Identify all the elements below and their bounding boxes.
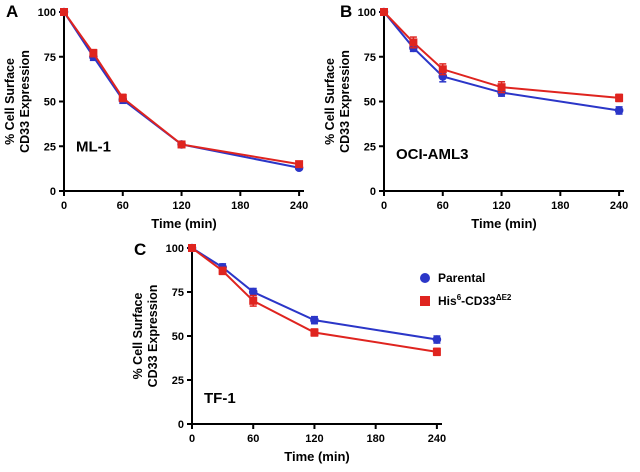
marker-square-icon bbox=[380, 8, 388, 16]
chart-text: % Cell Surface bbox=[131, 293, 145, 380]
series-square bbox=[188, 244, 441, 357]
chart-text: Time (min) bbox=[284, 449, 350, 464]
chart-text: 180 bbox=[366, 433, 384, 445]
series-line bbox=[191, 247, 438, 341]
chart-text: 0 bbox=[50, 186, 56, 198]
marker-square-icon bbox=[615, 93, 624, 102]
series-circle bbox=[379, 7, 624, 115]
chart-tf1: 0 60 120 180 240 0 25 50 75 100 Time (min) % Cell S… bbox=[131, 243, 446, 464]
chart-oci-aml3: 0 60 120 180 240 0 25 50 75 100 Time (min) % Cell S… bbox=[323, 7, 628, 231]
chart-text: 60 bbox=[247, 433, 259, 445]
chart-text: 0 bbox=[178, 419, 184, 431]
chart-text: 60 bbox=[437, 200, 449, 212]
chart-text: 25 bbox=[172, 375, 184, 387]
panel-label-a: A bbox=[6, 2, 19, 21]
marker-square-icon bbox=[249, 296, 258, 305]
marker-square-icon bbox=[188, 244, 196, 252]
chart-text: 75 bbox=[44, 52, 56, 64]
chart-text: 120 bbox=[492, 200, 510, 212]
marker-circle-icon bbox=[310, 315, 319, 325]
axes bbox=[63, 12, 304, 192]
chart-title: ML-1 bbox=[76, 139, 111, 156]
marker-square-icon bbox=[60, 8, 68, 16]
marker-circle-icon bbox=[614, 106, 624, 115]
legend-label-parental: Parental bbox=[438, 271, 486, 285]
chart-text: 75 bbox=[364, 52, 376, 64]
chart-text: 60 bbox=[117, 200, 129, 212]
chart-text: CD33 Expression bbox=[146, 285, 160, 388]
chart-text: % Cell Surface bbox=[323, 58, 337, 145]
marker-square-icon bbox=[497, 83, 506, 92]
chart-text: 50 bbox=[364, 97, 376, 109]
chart-ml1: 0 60 120 180 240 0 25 50 75 100 Time (min) % Cell S… bbox=[3, 7, 308, 231]
chart-title: OCI-AML3 bbox=[396, 146, 469, 163]
marker-square-icon bbox=[177, 140, 186, 149]
chart-text: 180 bbox=[231, 200, 249, 212]
marker-circle-icon bbox=[432, 335, 442, 344]
chart-text: 25 bbox=[364, 141, 376, 153]
marker-square-icon bbox=[295, 160, 304, 169]
chart-text: 0 bbox=[381, 200, 387, 212]
chart-text: 240 bbox=[610, 200, 628, 212]
chart-text: 120 bbox=[172, 200, 190, 212]
chart-text: 100 bbox=[38, 7, 56, 19]
chart-text: Time (min) bbox=[471, 216, 537, 231]
marker-circle-icon bbox=[248, 287, 258, 297]
marker-square-icon bbox=[218, 266, 227, 275]
chart-text: 100 bbox=[358, 7, 376, 19]
chart-text: 0 bbox=[61, 200, 67, 212]
legend-item-parental: Parental bbox=[420, 271, 511, 285]
marker-square-icon bbox=[118, 93, 127, 102]
legend: Parental His6-CD33ΔE2 bbox=[420, 271, 511, 308]
chart-text: 75 bbox=[172, 287, 184, 299]
legend-item-his6: His6-CD33ΔE2 bbox=[420, 293, 511, 308]
chart-text: 240 bbox=[428, 433, 446, 445]
his6-marker-icon bbox=[420, 295, 430, 306]
chart-text: Time (min) bbox=[151, 216, 217, 231]
panel-label-b: B bbox=[340, 2, 353, 21]
series-square bbox=[60, 8, 304, 169]
chart-text: 50 bbox=[44, 97, 56, 109]
marker-square-icon bbox=[89, 49, 98, 58]
panel-label-c: C bbox=[134, 240, 147, 259]
chart-text: 0 bbox=[189, 433, 195, 445]
marker-square-icon bbox=[409, 38, 418, 47]
marker-square-icon bbox=[310, 328, 319, 337]
chart-text: CD33 Expression bbox=[18, 50, 32, 153]
marker-square-icon bbox=[438, 65, 447, 74]
chart-text: 120 bbox=[305, 433, 323, 445]
chart-text: 180 bbox=[551, 200, 569, 212]
chart-title: TF-1 bbox=[204, 390, 236, 407]
axes bbox=[383, 12, 624, 192]
series-square bbox=[380, 8, 624, 103]
chart-text: 100 bbox=[166, 243, 184, 255]
chart-text: 240 bbox=[290, 200, 308, 212]
marker-square-icon bbox=[432, 347, 441, 356]
chart-text: 50 bbox=[172, 331, 184, 343]
chart-text: % Cell Surface bbox=[3, 58, 17, 145]
chart-text: 0 bbox=[370, 186, 376, 198]
chart-text: CD33 Expression bbox=[338, 50, 352, 153]
parental-marker-icon bbox=[420, 273, 430, 283]
chart-text: 25 bbox=[44, 141, 56, 153]
legend-label-his6: His6-CD33ΔE2 bbox=[438, 293, 512, 308]
